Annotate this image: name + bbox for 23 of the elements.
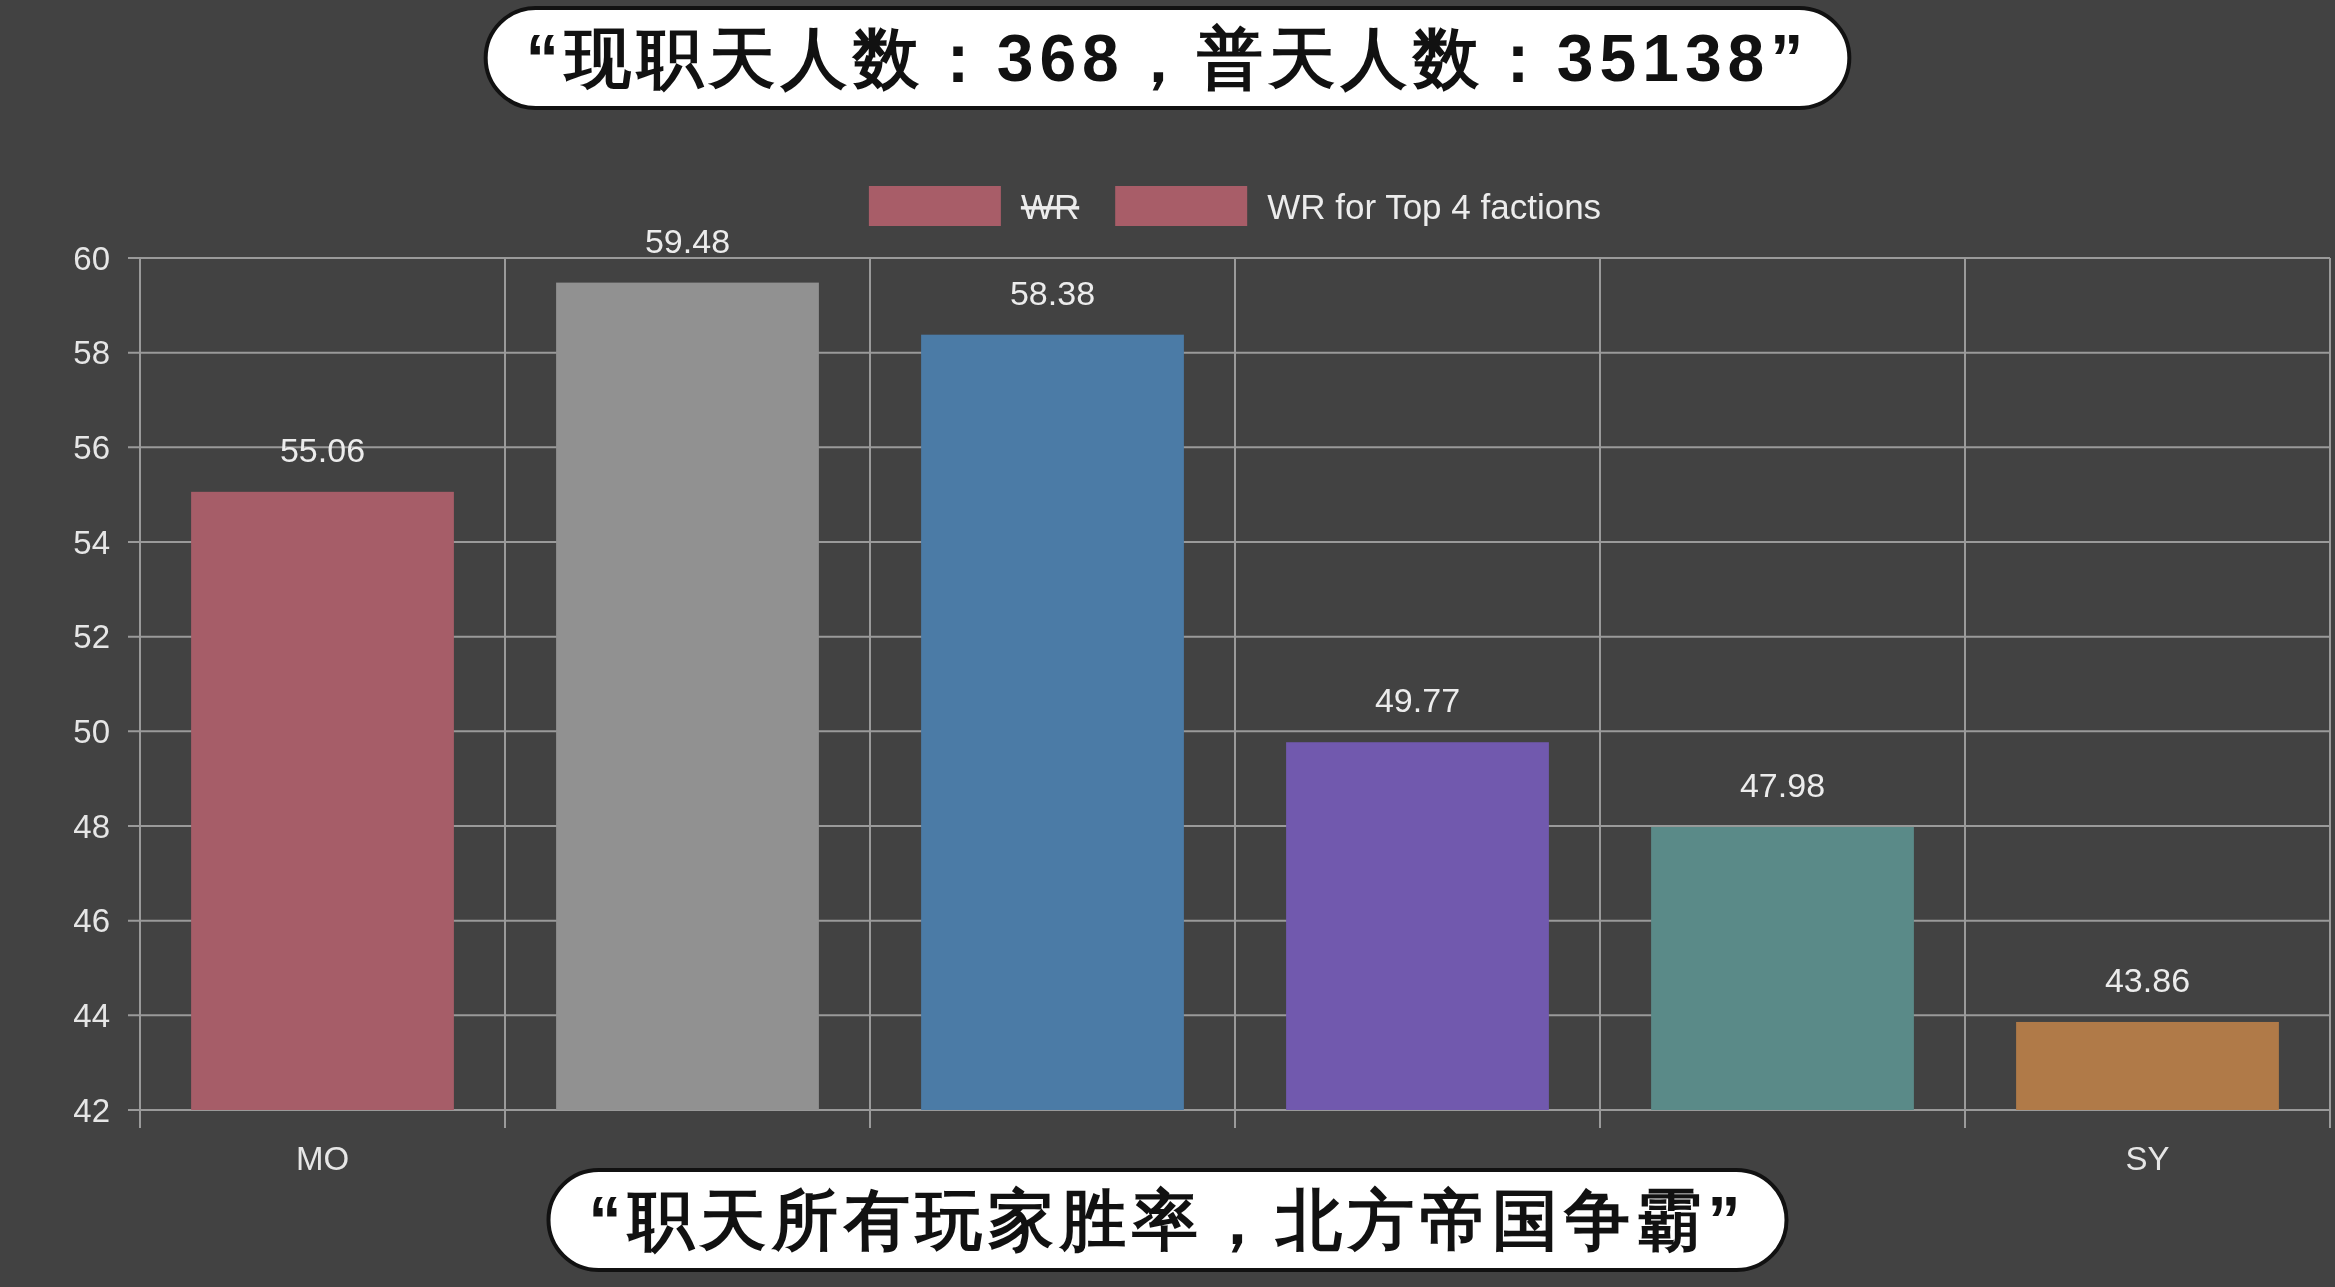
y-tick-label: 46 <box>73 902 110 940</box>
data-label: 59.48 <box>644 221 731 260</box>
y-tick-label: 56 <box>73 428 110 466</box>
y-tick-label: 54 <box>73 523 110 561</box>
y-tick-label: 42 <box>73 1091 110 1129</box>
legend-label: WR <box>1020 186 1080 226</box>
chart-title: “现职天人数：368，普天人数：35138” <box>525 21 1810 95</box>
y-tick-label: 48 <box>73 807 110 845</box>
x-tick-label: SY <box>2125 1140 2170 1177</box>
y-tick-label: 50 <box>73 712 110 750</box>
data-label: 55.06 <box>279 430 366 469</box>
y-tick-label: 52 <box>73 618 110 656</box>
legend-label: WR for Top 4 factions <box>1267 186 1602 226</box>
data-label: 49.77 <box>1374 681 1461 720</box>
title: “现职天人数：368，普天人数：35138” <box>483 6 1852 110</box>
x-tick-label: MO <box>295 1140 350 1177</box>
y-tick-label: 44 <box>73 996 110 1034</box>
y-tick-label: 58 <box>73 334 110 372</box>
data-label: 43.86 <box>2104 960 2191 999</box>
data-label: 58.38 <box>1009 273 1096 312</box>
data-label: 47.98 <box>1739 765 1826 804</box>
y-tick-label: 60 <box>73 239 110 277</box>
annotation: “职天所有玩家胜率，北方帝国争霸” <box>546 1168 1789 1272</box>
